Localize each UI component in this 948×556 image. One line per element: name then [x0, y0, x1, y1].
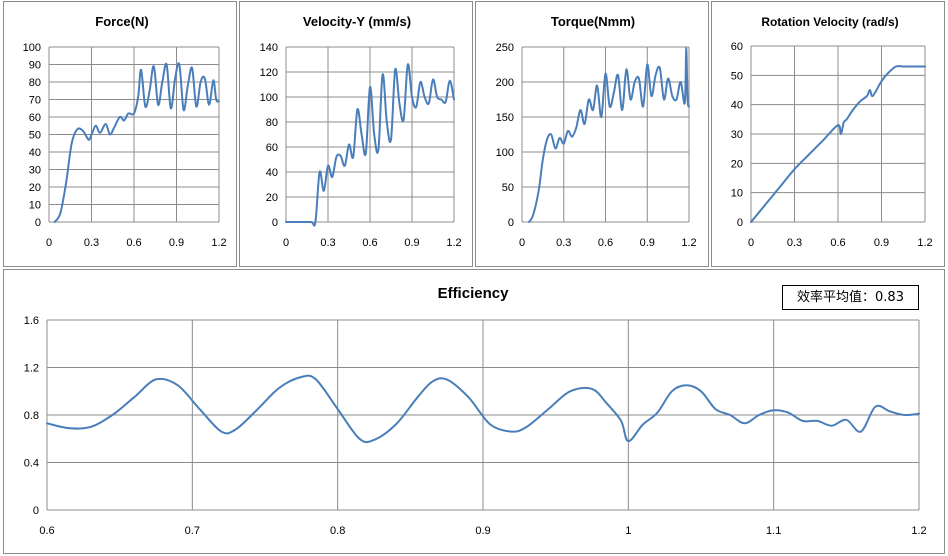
velocity_y-ytick-label: 140	[260, 42, 278, 54]
efficiency-xtick-label: 0.7	[185, 525, 200, 537]
velocity_y-ytick-label: 40	[266, 167, 278, 179]
force-title: Force(N)	[95, 14, 148, 29]
force-ytick-label: 100	[23, 42, 41, 54]
force-ytick-label: 60	[29, 112, 41, 124]
rotation_velocity-xtick-label: 1.2	[917, 237, 932, 249]
rotation_velocity-ytick-label: 20	[731, 158, 743, 170]
efficiency-ytick-label: 0.8	[24, 410, 39, 422]
torque-ytick-label: 200	[496, 77, 514, 89]
torque-xtick-label: 0.3	[556, 237, 571, 249]
velocity_y-xtick-label: 1.2	[446, 237, 461, 249]
rotation_velocity-ytick-label: 40	[731, 100, 743, 112]
efficiency-xtick-label: 0.8	[330, 525, 345, 537]
force-ytick-label: 30	[29, 165, 41, 177]
efficiency-xtick-label: 1.1	[766, 525, 781, 537]
force-xtick-label: 1.2	[211, 237, 226, 249]
force-ytick-label: 90	[29, 60, 41, 72]
rotation_velocity-ytick-label: 50	[731, 70, 743, 82]
force-xtick-label: 0.9	[169, 237, 184, 249]
velocity_y-title: Velocity-Y (mm/s)	[303, 14, 411, 29]
torque-title: Torque(Nmm)	[551, 14, 635, 29]
efficiency-xtick-label: 0.6	[39, 525, 54, 537]
rotation_velocity-xtick-label: 0.9	[874, 237, 889, 249]
torque-ytick-label: 50	[502, 182, 514, 194]
efficiency-xtick-label: 1	[625, 525, 631, 537]
rotation_velocity-ytick-label: 0	[737, 217, 743, 229]
rotation_velocity-title: Rotation Velocity (rad/s)	[761, 15, 898, 29]
velocity_y-xtick-label: 0.9	[404, 237, 419, 249]
force-ytick-label: 70	[29, 95, 41, 107]
velocity_y-ytick-label: 100	[260, 92, 278, 104]
torque-xtick-label: 1.2	[681, 237, 696, 249]
rotation_velocity-ytick-label: 60	[731, 41, 743, 53]
velocity_y-ytick-label: 0	[272, 217, 278, 229]
velocity_y-ytick-label: 80	[266, 117, 278, 129]
velocity_y-xtick-label: 0.6	[362, 237, 377, 249]
torque-xtick-label: 0.9	[640, 237, 655, 249]
efficiency-title: Efficiency	[438, 285, 510, 302]
force-ytick-label: 10	[29, 200, 41, 212]
rotation_velocity-series-line	[750, 65, 926, 223]
rotation_velocity-xtick-label: 0.3	[787, 237, 802, 249]
velocity_y-ytick-label: 120	[260, 67, 278, 79]
efficiency-xtick-label: 0.9	[475, 525, 490, 537]
rotation_velocity-ytick-label: 30	[731, 129, 743, 141]
torque-series-line	[528, 47, 690, 223]
velocity_y-xtick-label: 0.3	[320, 237, 335, 249]
torque-ytick-label: 150	[496, 112, 514, 124]
velocity_y-ytick-label: 20	[266, 192, 278, 204]
force-ytick-label: 40	[29, 147, 41, 159]
efficiency-series-line	[46, 374, 920, 444]
efficiency-ytick-label: 0.4	[24, 458, 39, 470]
force-xtick-label: 0.3	[84, 237, 99, 249]
torque-ytick-label: 0	[508, 217, 514, 229]
force-series-line	[53, 62, 220, 223]
rotation_velocity-xtick-label: 0.6	[830, 237, 845, 249]
efficiency-average-label: 效率平均值：0.83	[782, 285, 919, 310]
rotation_velocity-xtick-label: 0	[748, 237, 754, 249]
force-xtick-label: 0.6	[126, 237, 141, 249]
efficiency-xtick-label: 1.2	[911, 525, 926, 537]
torque-chart-panel	[475, 1, 709, 267]
velocity_y-series-line	[285, 63, 455, 227]
torque-ytick-label: 100	[496, 147, 514, 159]
torque-ytick-label: 250	[496, 42, 514, 54]
torque-xtick-label: 0.6	[598, 237, 613, 249]
efficiency-ytick-label: 1.2	[24, 363, 39, 375]
efficiency-ytick-label: 0	[33, 505, 39, 517]
force-ytick-label: 20	[29, 182, 41, 194]
velocity_y-ytick-label: 60	[266, 142, 278, 154]
force-xtick-label: 0	[46, 237, 52, 249]
efficiency-ytick-label: 1.6	[24, 315, 39, 327]
rotation_velocity-ytick-label: 10	[731, 188, 743, 200]
force-ytick-label: 50	[29, 130, 41, 142]
force-ytick-label: 0	[35, 217, 41, 229]
torque-xtick-label: 0	[519, 237, 525, 249]
velocity_y-xtick-label: 0	[283, 237, 289, 249]
force-ytick-label: 80	[29, 77, 41, 89]
